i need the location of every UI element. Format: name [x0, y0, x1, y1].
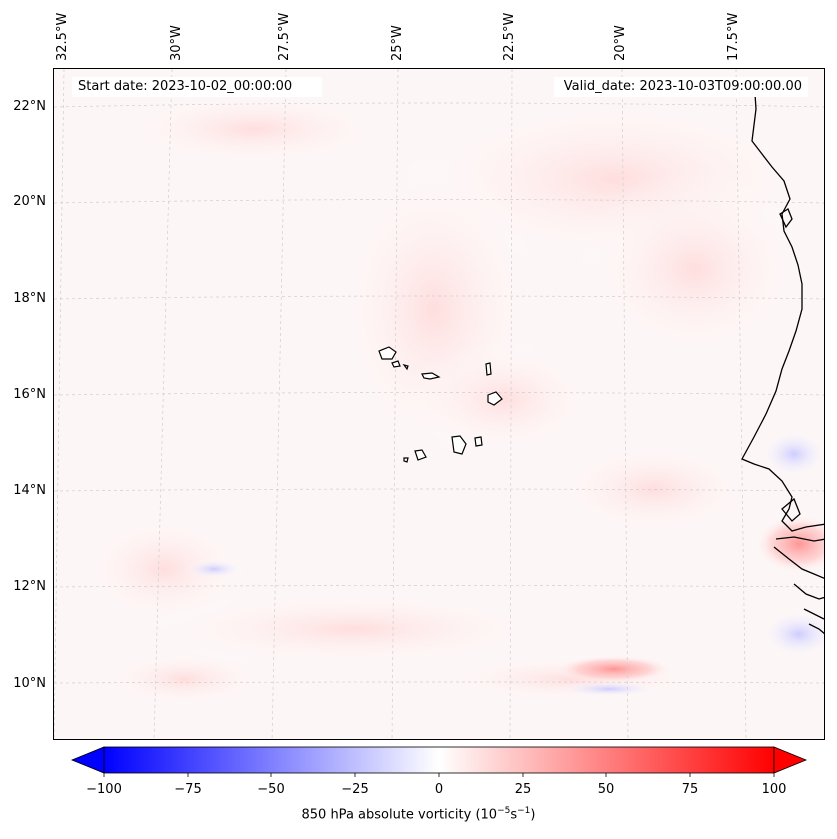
- gridline-lon-20w: [621, 69, 629, 739]
- lat-label-14n: 14°N: [13, 483, 46, 498]
- colorbar-tick-neg25: −25: [341, 782, 369, 797]
- island-maio: [474, 436, 483, 447]
- gridline-lon-27-5w: [271, 69, 287, 739]
- valid-date-label: Valid_date: 2023-10-03T09:00:00.00: [553, 77, 808, 97]
- cape-verde-islands: [378, 346, 503, 463]
- vorticity-patch: [104, 89, 404, 169]
- start-date-label: Start date: 2023-10-02_00:00:00: [72, 77, 323, 97]
- vorticity-patch: [544, 439, 764, 539]
- colorbar-min-arrow: [70, 746, 105, 774]
- island-boa-vista: [487, 391, 503, 406]
- island-sal: [485, 362, 492, 376]
- gridline-lat-16n: [54, 392, 824, 396]
- coastline-guinea: [793, 583, 824, 600]
- island-santa-luzia: [402, 364, 409, 371]
- colorbar-tick-neg75: −75: [174, 782, 202, 797]
- colorbar-tick-0: 0: [434, 782, 444, 797]
- colorbar-tick-75: 75: [681, 782, 699, 797]
- colorbar-tick-50: 50: [597, 782, 615, 797]
- map-panel: [53, 68, 825, 740]
- coastline-guinea-bissau: [773, 546, 824, 579]
- colorbar-tick-25: 25: [514, 782, 532, 797]
- gridline-lat-20n: [54, 199, 824, 204]
- gridline-lon-22-5w: [509, 69, 513, 739]
- coastline-island: [779, 208, 793, 229]
- island-sao-nicolau: [421, 372, 441, 380]
- island-fogo: [414, 449, 427, 461]
- vorticity-min-patch: [759, 429, 824, 479]
- vorticity-min-patch: [559, 681, 659, 697]
- colorbar-gradient: [103, 746, 775, 774]
- gridline-lat-10n: [54, 681, 824, 684]
- island-sao-vicente: [391, 360, 401, 368]
- colorbar-tick-neg50: −50: [257, 782, 285, 797]
- gridline-lat-18n: [54, 295, 824, 300]
- vorticity-max-patch: [554, 655, 674, 683]
- coastline-gambia: [775, 536, 824, 542]
- vorticity-field: [54, 69, 824, 739]
- vorticity-min-patch: [759, 609, 824, 659]
- vorticity-max-patch: [754, 514, 824, 574]
- colorbar-ticks: [103, 773, 775, 777]
- lat-label-18n: 18°N: [13, 291, 46, 306]
- lat-label-12n: 12°N: [13, 579, 46, 594]
- colorbar-max-arrow: [773, 746, 808, 774]
- coastline-guinea-south: [808, 623, 824, 635]
- gridline-lat-22n: [54, 102, 824, 108]
- vorticity-patch: [404, 339, 604, 459]
- gridline-lon-25w: [391, 69, 399, 739]
- lat-label-10n: 10°N: [13, 676, 46, 691]
- vorticity-patch: [134, 589, 574, 669]
- gridline-lon-30w: [153, 69, 173, 739]
- island-brava: [403, 457, 409, 463]
- gridline-lat-12n: [54, 585, 824, 588]
- island-santiago: [451, 435, 467, 455]
- coastline: [741, 78, 824, 635]
- colorbar-tick-100: 100: [761, 782, 787, 797]
- coastline-inlet: [781, 497, 801, 522]
- coastline-islands-south: [803, 608, 824, 620]
- lat-label-16n: 16°N: [13, 387, 46, 402]
- graticule: [54, 69, 824, 739]
- lat-label-20n: 20°N: [13, 194, 46, 209]
- island-santo-antao: [378, 346, 397, 360]
- gridline-lat-14n: [54, 488, 824, 492]
- colorbar-tick-neg100: −100: [86, 782, 122, 797]
- gridline-lon-17-5w: [735, 69, 747, 739]
- colorbar-label: 850 hPa absolute vorticity (10−5s−1): [301, 806, 536, 823]
- vorticity-patch: [94, 649, 274, 709]
- lat-label-22n: 22°N: [13, 99, 46, 114]
- vorticity-min-patch: [184, 559, 244, 579]
- vorticity-patch: [574, 169, 814, 369]
- gridline-lon-32-5w: [54, 69, 65, 739]
